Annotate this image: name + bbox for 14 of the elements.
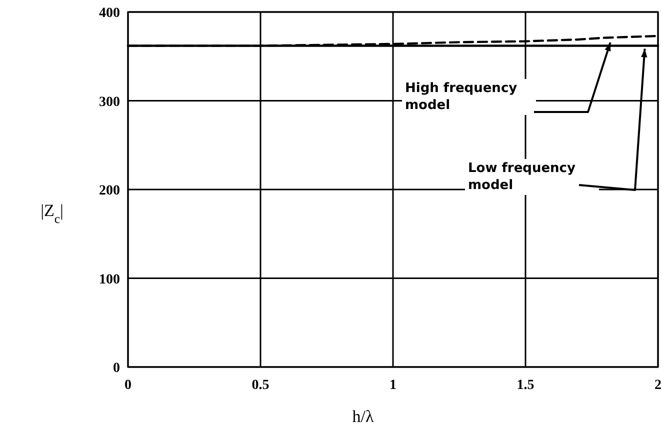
y-tick-label: 100	[99, 272, 120, 288]
y-tick-label: 400	[99, 6, 120, 21]
x-tick-label: 1.5	[516, 378, 534, 393]
x-tick-label: 2	[654, 378, 662, 393]
x-tick-label: 0	[124, 378, 132, 393]
x-tick-label: 1	[390, 378, 396, 393]
y-axis-title: |Z$_{c}$|	[40, 201, 64, 226]
annotation: Low frequency model	[468, 161, 576, 193]
x-tick-label: 0.5	[252, 378, 270, 393]
annotation: High frequency model	[405, 81, 518, 113]
y-tick-label: 0	[113, 361, 120, 376]
y-tick-label: 300	[99, 94, 120, 110]
x-axis-title: h/λ	[352, 407, 374, 426]
y-tick-label: 200	[99, 184, 120, 198]
